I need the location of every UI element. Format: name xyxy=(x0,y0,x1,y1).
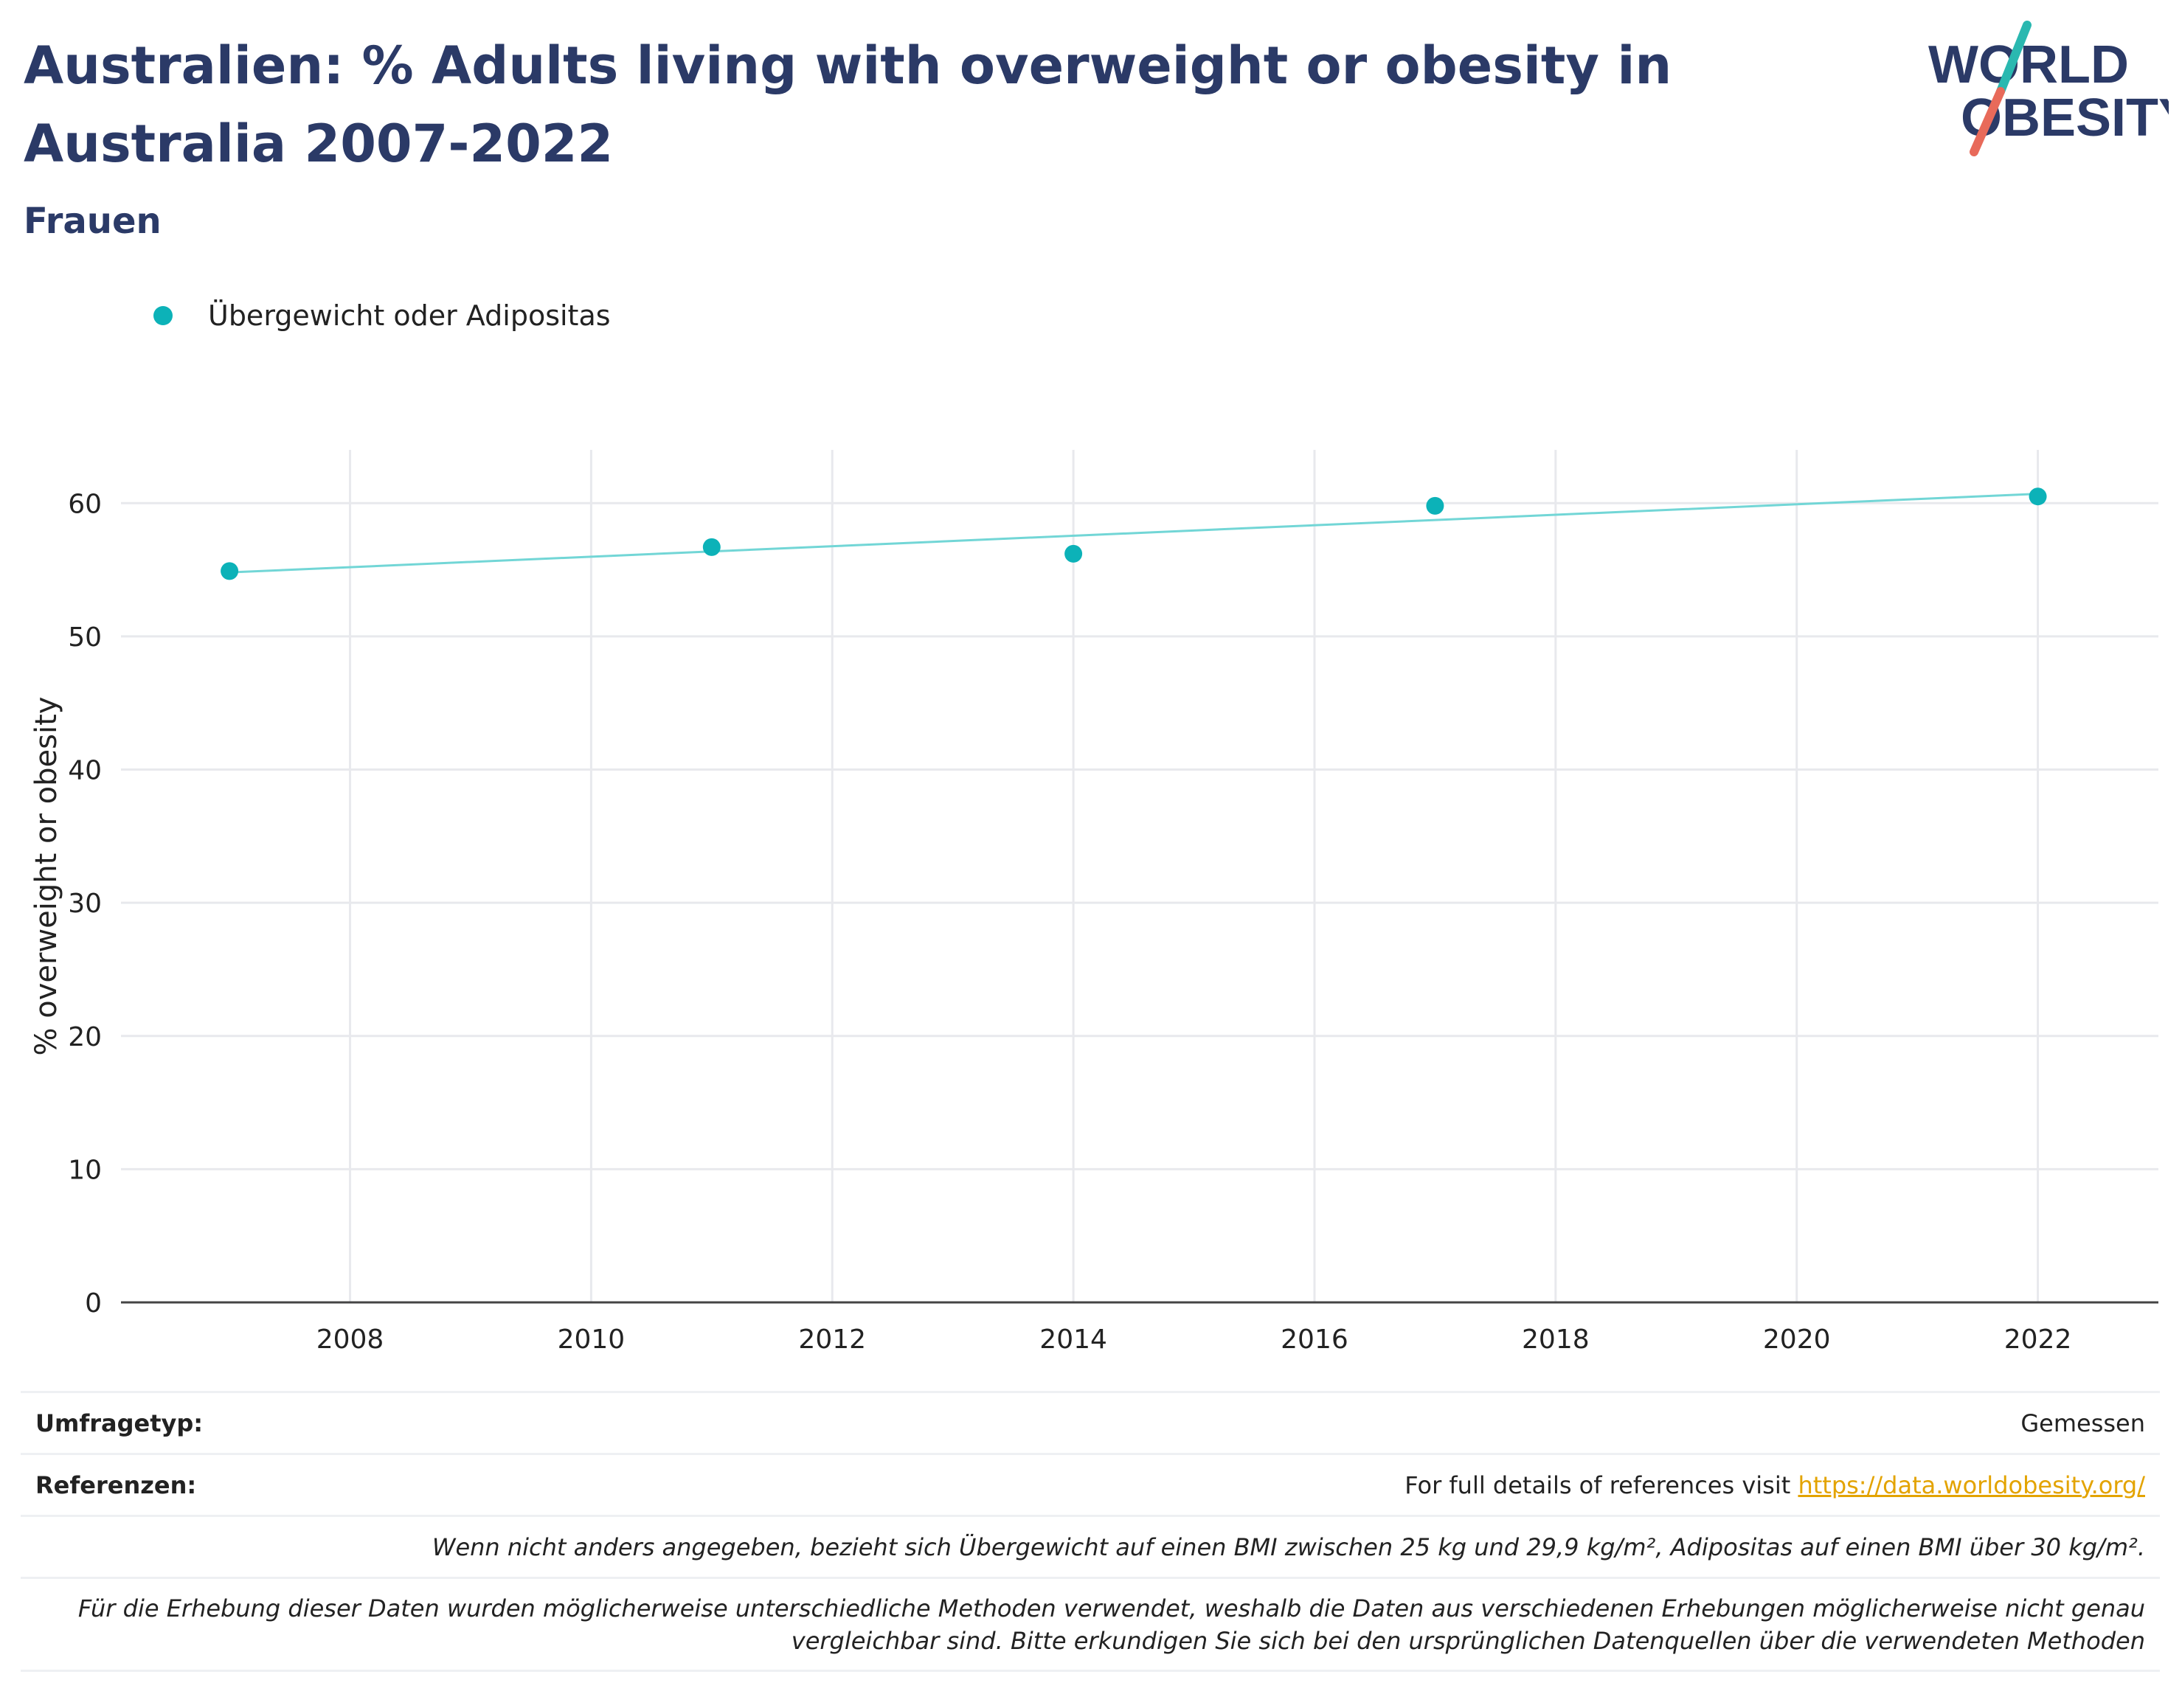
x-tick-label: 2012 xyxy=(798,1325,866,1355)
logo-slash-teal xyxy=(1996,21,2032,96)
trendline xyxy=(229,493,2038,574)
x-tick-label: 2022 xyxy=(2004,1325,2072,1355)
references-text-wrap: For full details of references visit htt… xyxy=(1405,1471,2145,1499)
method-note-row: Für die Erhebung dieser Daten wurden mög… xyxy=(21,1577,2160,1670)
references-row: Referenzen: For full details of referenc… xyxy=(21,1453,2160,1515)
data-point xyxy=(2029,487,2047,506)
method-note: Für die Erhebung dieser Daten wurden mög… xyxy=(78,1592,2145,1657)
survey-type-value: Gemessen xyxy=(2020,1409,2145,1437)
y-tick-label: 50 xyxy=(68,622,102,653)
legend-label: Übergewicht oder Adipositas xyxy=(208,299,611,332)
world-obesity-logo: WORLD OBESITY xyxy=(1928,21,2169,156)
references-label: Referenzen: xyxy=(35,1471,197,1499)
method-note-line-2: vergleichbar sind. Bitte erkundigen Sie … xyxy=(791,1626,2145,1655)
x-tick-label: 2010 xyxy=(558,1325,626,1355)
axes: 0 10 20 30 40 50 60 2008 2010 2012 2014 2016 2018 202… xyxy=(68,489,2158,1355)
notes-bottom-border xyxy=(21,1670,2160,1672)
x-tick-label: 2016 xyxy=(1281,1325,1348,1355)
data-points xyxy=(221,487,2047,580)
survey-type-label: Umfragetyp: xyxy=(35,1409,204,1437)
references-text: For full details of references visit xyxy=(1405,1471,1798,1499)
y-axis-title-group: % overweight or obesity xyxy=(30,697,63,1056)
gridlines xyxy=(121,450,2158,1302)
data-point xyxy=(221,562,239,580)
x-tick-label: 2014 xyxy=(1039,1325,1107,1355)
references-link[interactable]: https://data.worldobesity.org/ xyxy=(1798,1471,2145,1499)
survey-type-row: Umfragetyp: Gemessen xyxy=(21,1391,2160,1453)
y-tick-label: 30 xyxy=(68,889,102,919)
y-tick-label: 20 xyxy=(68,1022,102,1052)
method-note-line-1: Für die Erhebung dieser Daten wurden mög… xyxy=(77,1594,2145,1622)
x-tick-label: 2020 xyxy=(1763,1325,1831,1355)
definition-note: Wenn nicht anders angegeben, bezieht sic… xyxy=(432,1532,2145,1561)
data-point xyxy=(702,538,721,556)
y-tick-label: 40 xyxy=(68,756,102,786)
data-point xyxy=(1426,496,1444,515)
legend-marker xyxy=(153,306,173,325)
y-tick-label: 0 xyxy=(85,1288,102,1319)
x-tick-label: 2008 xyxy=(316,1325,384,1355)
logo-text-world: WORLD xyxy=(1928,35,2129,94)
data-point xyxy=(1064,544,1083,563)
y-axis-title: % overweight or obesity xyxy=(30,697,63,1056)
definition-note-row: Wenn nicht anders angegeben, bezieht sic… xyxy=(21,1515,2160,1577)
x-tick-label: 2018 xyxy=(1522,1325,1590,1355)
y-tick-label: 60 xyxy=(68,489,102,519)
y-tick-label: 10 xyxy=(68,1155,102,1185)
trendline-layer xyxy=(229,493,2038,574)
chart-legend[interactable]: Übergewicht oder Adipositas xyxy=(153,294,611,338)
chart-subtitle: Frauen xyxy=(24,201,162,242)
scatter-chart: 0 10 20 30 40 50 60 2008 2010 2012 2014 2016 2018 202… xyxy=(30,450,2158,1355)
logo-slash-red xyxy=(1970,87,2005,156)
page-title: Australien: % Adults living with overwei… xyxy=(24,35,1672,174)
notes-table: Umfragetyp: Gemessen Referenzen: For ful… xyxy=(21,1391,2160,1672)
